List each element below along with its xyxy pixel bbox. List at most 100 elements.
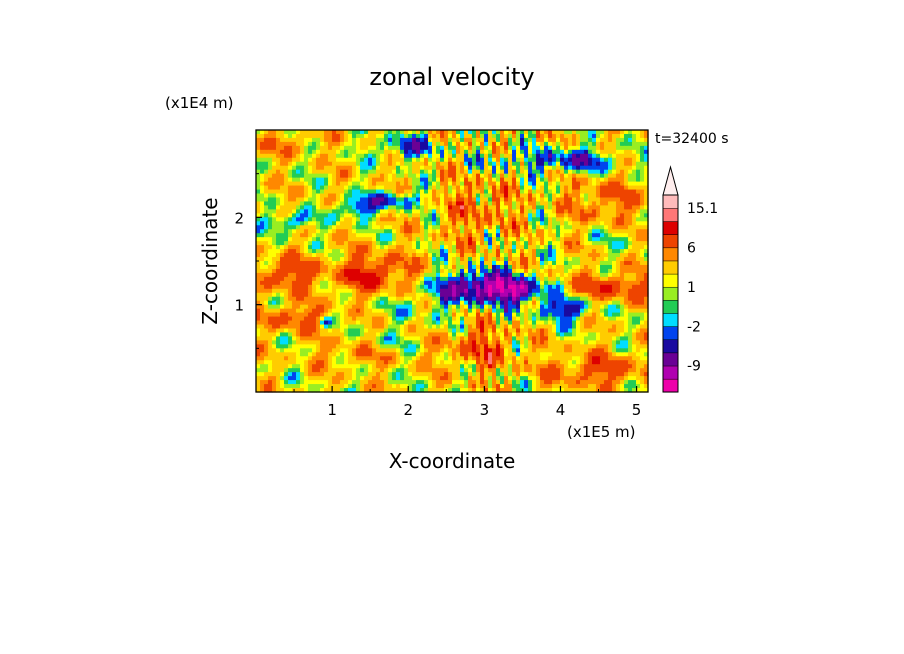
heatmap-cell <box>504 189 509 195</box>
heatmap-cell <box>504 225 509 230</box>
heatmap-cell <box>536 133 541 139</box>
heatmap-cell <box>316 205 321 210</box>
heatmap-cell <box>560 249 565 254</box>
heatmap-cell <box>408 328 413 334</box>
heatmap-cell <box>372 209 377 214</box>
heatmap-cell <box>504 221 509 226</box>
heatmap-cell <box>332 197 337 203</box>
heatmap-cell <box>456 292 461 298</box>
heatmap-cell <box>476 308 481 314</box>
heatmap-cell <box>552 201 557 207</box>
heatmap-cell <box>324 237 329 242</box>
heatmap-cell <box>312 197 317 203</box>
heatmap-cell <box>476 157 481 163</box>
heatmap-cell <box>608 284 613 290</box>
heatmap-cell <box>532 272 537 278</box>
heatmap-cell <box>396 189 401 195</box>
heatmap-cell <box>328 272 333 278</box>
heatmap-cell <box>356 288 361 294</box>
heatmap-cell <box>264 130 269 135</box>
heatmap-cell <box>540 197 545 203</box>
heatmap-cell <box>260 233 265 238</box>
heatmap-cell <box>372 261 377 266</box>
heatmap-cell <box>472 193 477 199</box>
heatmap-cell <box>544 308 549 314</box>
heatmap-cell <box>420 292 425 298</box>
heatmap-cell <box>428 137 433 143</box>
heatmap-cell <box>504 177 509 183</box>
heatmap-cell <box>404 161 409 167</box>
heatmap-cell <box>568 300 573 306</box>
heatmap-cell <box>592 312 597 318</box>
heatmap-cell <box>492 249 497 254</box>
heatmap-cell <box>468 133 473 139</box>
heatmap-cell <box>532 229 537 234</box>
heatmap-cell <box>368 284 373 290</box>
heatmap-cell <box>460 241 465 246</box>
heatmap-cell <box>608 288 613 294</box>
heatmap-cell <box>592 141 597 147</box>
heatmap-cell <box>284 233 289 238</box>
heatmap-cell <box>308 189 313 195</box>
heatmap-cell <box>344 257 349 262</box>
heatmap-cell <box>352 213 357 218</box>
heatmap-cell <box>644 153 649 159</box>
heatmap-cell <box>552 161 557 167</box>
heatmap-cell <box>288 153 293 159</box>
heatmap-cell <box>412 312 417 318</box>
heatmap-cell <box>372 137 377 143</box>
heatmap-cell <box>436 229 441 234</box>
heatmap-cell <box>448 161 453 167</box>
heatmap-cell <box>492 272 497 278</box>
heatmap-cell <box>408 165 413 171</box>
heatmap-cell <box>476 292 481 298</box>
heatmap-cell <box>500 137 505 143</box>
heatmap-cell <box>320 181 325 187</box>
heatmap-cell <box>616 292 621 298</box>
heatmap-cell <box>332 137 337 143</box>
heatmap-cell <box>492 324 497 330</box>
heatmap-cell <box>600 189 605 195</box>
heatmap-cell <box>368 141 373 147</box>
heatmap-cell <box>516 324 521 330</box>
heatmap-cell <box>320 130 325 135</box>
heatmap-cell <box>368 149 373 155</box>
heatmap-cell <box>356 213 361 218</box>
heatmap-cell <box>620 241 625 246</box>
heatmap-cell <box>300 217 305 222</box>
heatmap-cell <box>348 328 353 334</box>
heatmap-cell <box>576 292 581 298</box>
heatmap-cell <box>476 149 481 155</box>
heatmap-cell <box>388 177 393 183</box>
heatmap-cell <box>536 201 541 207</box>
heatmap-cell <box>628 237 633 242</box>
heatmap-cell <box>376 296 381 302</box>
heatmap-cell <box>308 201 313 207</box>
heatmap-cell <box>612 137 617 143</box>
heatmap-cell <box>604 233 609 238</box>
heatmap-cell <box>388 169 393 175</box>
heatmap-cell <box>524 288 529 294</box>
heatmap-cell <box>588 264 593 270</box>
heatmap-cell <box>612 312 617 318</box>
heatmap-cell <box>608 296 613 302</box>
heatmap-cell <box>644 249 649 254</box>
heatmap-cell <box>276 324 281 330</box>
heatmap-cell <box>292 320 297 326</box>
heatmap-cell <box>536 261 541 266</box>
heatmap-cell <box>356 185 361 191</box>
heatmap-cell <box>524 133 529 139</box>
heatmap-cell <box>424 185 429 191</box>
heatmap-cell <box>348 225 353 230</box>
heatmap-cell <box>568 312 573 318</box>
heatmap-cell <box>376 169 381 175</box>
heatmap-cell <box>472 328 477 334</box>
heatmap-cell <box>328 264 333 270</box>
heatmap-cell <box>292 268 297 274</box>
heatmap-cell <box>476 225 481 230</box>
heatmap-cell <box>324 185 329 191</box>
heatmap-cell <box>596 312 601 318</box>
heatmap-cell <box>640 197 645 203</box>
heatmap-cell <box>328 253 333 258</box>
heatmap-cell <box>456 169 461 175</box>
